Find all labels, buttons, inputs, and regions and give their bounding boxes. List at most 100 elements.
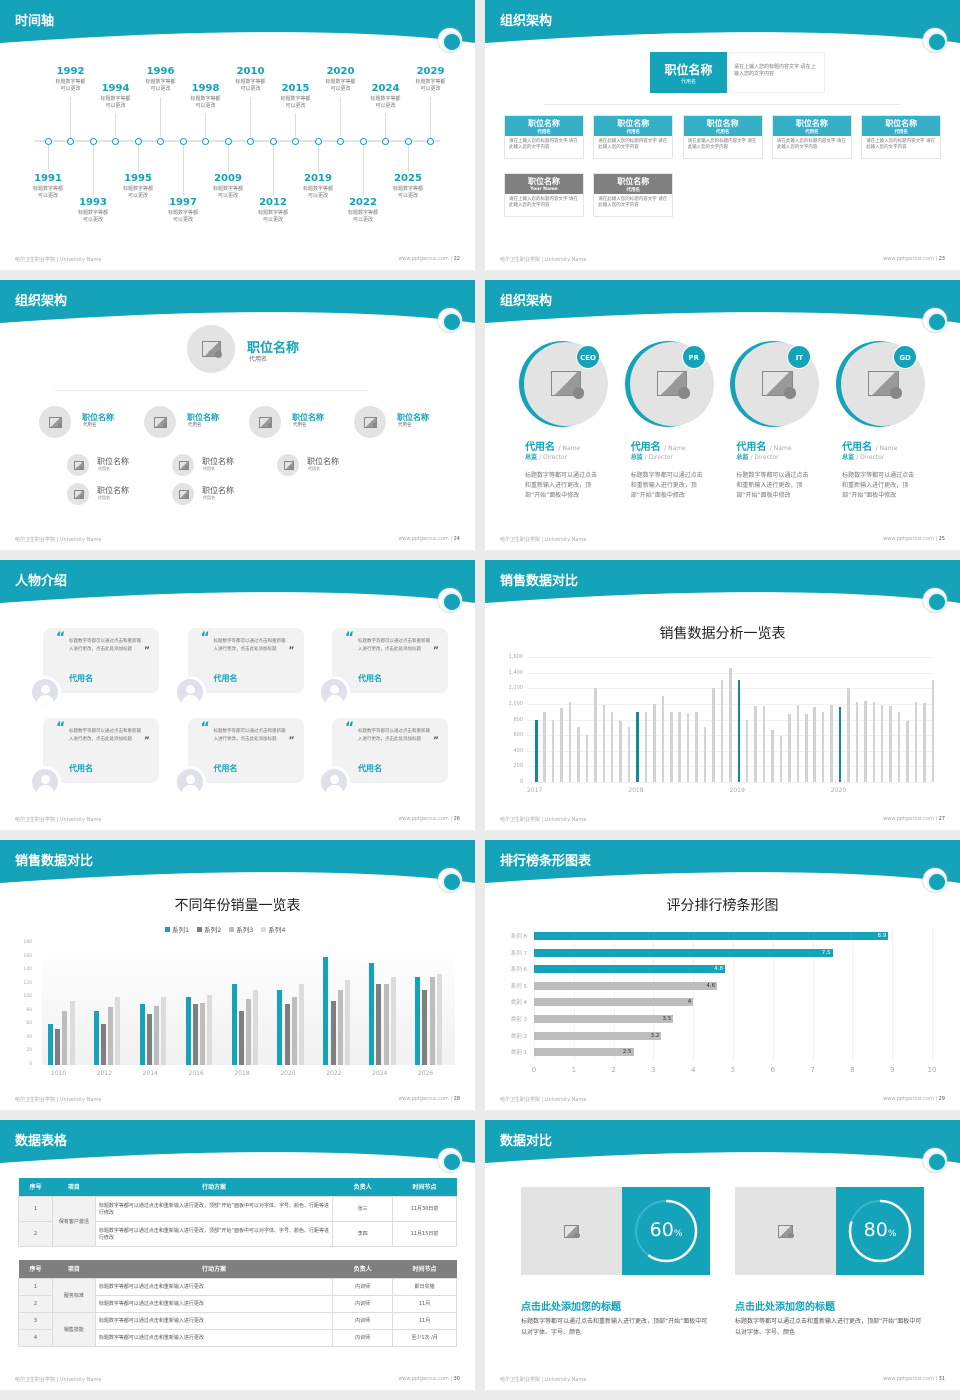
chart-bar[interactable]	[207, 994, 213, 1065]
chart-bar[interactable]	[69, 1000, 75, 1065]
chart-bar[interactable]	[543, 711, 546, 782]
chart-bar[interactable]	[534, 1015, 674, 1023]
chart-bar[interactable]	[610, 711, 614, 782]
chart-bar[interactable]	[644, 712, 648, 782]
legend-item[interactable]: 系列1	[165, 924, 189, 934]
timeline-node[interactable]	[202, 137, 209, 145]
image-placeholder-icon[interactable]	[187, 325, 235, 373]
org-position-box[interactable]: 职位名称 代用名 请在此输入您的标题内容文字 请在此输入您的文字内容	[771, 115, 852, 159]
timeline-node[interactable]	[179, 137, 187, 145]
chart-bar[interactable]	[568, 702, 572, 782]
chart-bar[interactable]	[830, 705, 833, 782]
timeline-node[interactable]	[359, 137, 367, 145]
chart-bar[interactable]	[161, 996, 167, 1065]
image-placeholder[interactable]	[521, 1187, 622, 1275]
chart-bar[interactable]	[534, 932, 889, 940]
chart-bar[interactable]	[712, 688, 715, 782]
chart-bar[interactable]	[436, 974, 442, 1065]
timeline-node[interactable]	[89, 137, 97, 145]
chart-bar[interactable]	[192, 1004, 198, 1065]
org-position-box[interactable]: 职位名称 Your Name 请在上输入您的标题内容文字 请在此输入您的文字内容	[504, 173, 584, 217]
chart-bar[interactable]	[653, 703, 656, 782]
chart-bar[interactable]	[284, 1004, 290, 1065]
chart-bar[interactable]	[534, 1031, 662, 1040]
image-placeholder-icon[interactable]	[67, 454, 89, 476]
quote-card[interactable]: “ ” 标题数字等都可以通过点击和重新输入进行更改，点击此处添加标题 代用名	[43, 718, 159, 783]
slide[interactable]: 组织架构 职位名称 代用名 请在上输入您的标题内容文字 请在上输入您的文字内容 职位…	[485, 0, 960, 270]
timeline-node[interactable]	[67, 137, 74, 145]
chart-bar[interactable]	[55, 1029, 61, 1065]
chart-bar[interactable]	[560, 707, 563, 782]
chart-bar[interactable]	[745, 719, 749, 782]
image-placeholder-icon[interactable]	[735, 342, 820, 426]
quote-card[interactable]: “ ” 标题数字等都可以通过点击和重新输入进行更改，点击此处添加标题 代用名	[43, 628, 159, 693]
chart-bar[interactable]	[737, 680, 740, 782]
chart-bar[interactable]	[619, 721, 622, 782]
slide[interactable]: 人物介绍 “ ” 标题数字等都可以通过点击和重新输入进行更改，点击此处添加标题 …	[0, 560, 475, 830]
chart-bar[interactable]	[914, 702, 918, 782]
chart-bar[interactable]	[415, 976, 421, 1065]
chart-bar[interactable]	[383, 983, 389, 1065]
quote-card[interactable]: “ ” 标题数字等都可以通过点击和重新输入进行更改，点击此处添加标题 代用名	[187, 628, 304, 693]
timeline-node[interactable]	[269, 137, 277, 145]
chart-bar[interactable]	[872, 701, 875, 782]
chart-bar[interactable]	[369, 963, 375, 1065]
chart-bar[interactable]	[390, 976, 396, 1065]
chart-bar[interactable]	[931, 680, 935, 782]
chart-bar[interactable]	[889, 706, 892, 782]
timeline-node[interactable]	[247, 137, 254, 145]
org-position-box[interactable]: 职位名称 代用名 请在此输入您的标题内容文字 请在此输入您的文字内容	[682, 115, 763, 159]
chart-bar[interactable]	[534, 981, 718, 990]
slide[interactable]: 销售数据对比 销售数据分析一览表 0 200 400 600 800 1,000 1,200 1…	[485, 560, 960, 830]
chart-bar[interactable]	[805, 714, 808, 782]
legend-item[interactable]: 系列2	[197, 924, 221, 934]
timeline-node[interactable]	[157, 137, 164, 145]
chart-bar[interactable]	[864, 701, 867, 782]
chart-bar[interactable]	[323, 956, 329, 1065]
chart-bar[interactable]	[813, 706, 816, 782]
chart-bar[interactable]	[880, 705, 884, 782]
slide[interactable]: 销售数据对比 不同年份销量一览表 系列1 系列2 系列3 系列4 0 20 40 60 80 100…	[0, 840, 475, 1110]
image-placeholder[interactable]	[735, 1187, 836, 1275]
quote-card[interactable]: “ ” 标题数字等都可以通过点击和重新输入进行更改，点击此处添加标题 代用名	[332, 718, 448, 783]
chart-bar[interactable]	[115, 997, 121, 1065]
timeline-node[interactable]	[382, 137, 389, 145]
timeline-node[interactable]	[134, 137, 142, 145]
timeline-node[interactable]	[292, 137, 299, 145]
chart-bar[interactable]	[821, 712, 825, 782]
chart-bar[interactable]	[376, 983, 382, 1065]
chart-bar[interactable]	[291, 997, 297, 1065]
org-position-box[interactable]: 职位名称 代用名 请在上输入您的标题内容文字 请在此输入您的文字内容	[504, 115, 584, 159]
chart-bar[interactable]	[720, 680, 724, 782]
chart-bar[interactable]	[754, 706, 757, 782]
image-placeholder-icon[interactable]	[172, 454, 194, 476]
org-position-box[interactable]: 职位名称 代用名 请在此输入您的标题内容文字 请在此输入您的文字内容	[593, 173, 674, 217]
chart-bar[interactable]	[534, 1048, 634, 1057]
chart-bar[interactable]	[636, 712, 639, 782]
image-placeholder-icon[interactable]	[249, 406, 281, 438]
timeline-node[interactable]	[337, 137, 344, 145]
org-top-box[interactable]: 职位名称 代用名	[650, 52, 727, 93]
org-position-box[interactable]: 职位名称 代用名 请在上输入您的标题内容文字 请在此输入您的文字内容	[861, 115, 942, 159]
chart-bar[interactable]	[670, 711, 673, 782]
slide[interactable]: 排行榜条形图表 评分排行榜条形图 0 1 2 3 4 5 6 7 8 9 10 系列 8 8.9 系列 7 7…	[485, 840, 960, 1110]
timeline-node[interactable]	[314, 137, 322, 145]
chart-bar[interactable]	[534, 998, 694, 1007]
timeline-node[interactable]	[427, 137, 434, 145]
slide[interactable]: 组织架构 CEO 代用名 / Name 总监 / Director 标题数字等都可以通…	[485, 280, 960, 550]
chart-bar[interactable]	[779, 735, 783, 782]
chart-bar[interactable]	[796, 705, 800, 782]
chart-bar[interactable]	[48, 1024, 53, 1065]
slide[interactable]: 组织架构 职位名称 代用名 职位名称 代用名 职位名称 代用名 职位名称 代用名 职位名称 代用名…	[0, 280, 475, 550]
chart-bar[interactable]	[299, 983, 305, 1065]
compare-title[interactable]: 点击此处添加您的标题	[521, 1302, 621, 1313]
chart-bar[interactable]	[788, 713, 791, 782]
chart-bar[interactable]	[534, 965, 726, 974]
chart-bar[interactable]	[62, 1010, 68, 1065]
timeline-node[interactable]	[112, 137, 119, 145]
chart-bar[interactable]	[847, 688, 850, 782]
chart-bar[interactable]	[678, 711, 681, 782]
chart-bar[interactable]	[535, 719, 538, 782]
chart-bar[interactable]	[245, 999, 251, 1065]
chart-bar[interactable]	[594, 688, 597, 782]
